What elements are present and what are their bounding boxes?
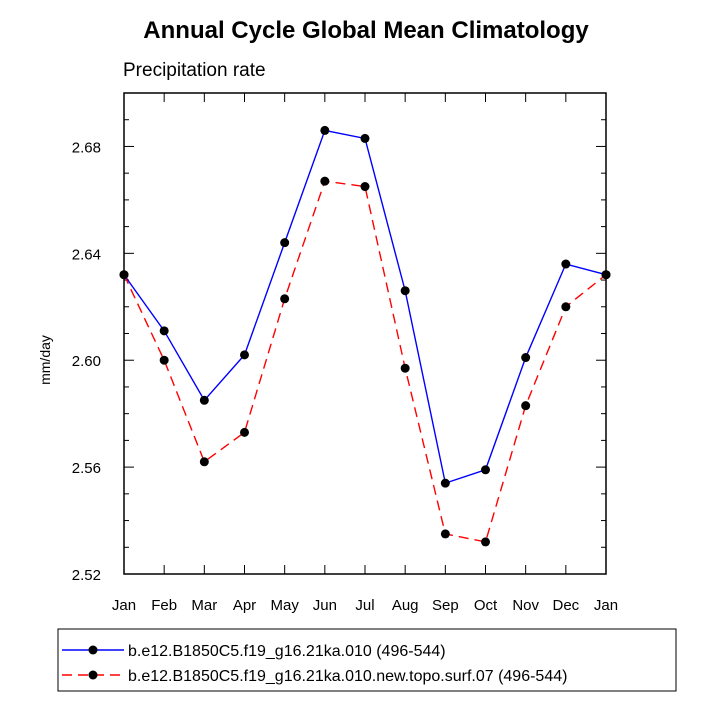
series-2-point bbox=[481, 537, 490, 547]
series-1-point bbox=[320, 125, 330, 135]
series-1-point bbox=[199, 395, 209, 405]
series-1-point bbox=[561, 259, 571, 269]
plot-frame bbox=[123, 92, 607, 575]
y-tick-label: 2.68 bbox=[72, 139, 101, 156]
series-1-point bbox=[280, 238, 290, 248]
legend-label-2: b.e12.B1850C5.f19_g16.21ka.010.new.topo.… bbox=[128, 668, 567, 685]
x-tick-label: May bbox=[270, 597, 299, 614]
series-2-point bbox=[240, 427, 249, 437]
series-2-point bbox=[601, 270, 611, 280]
x-tick-label: Sep bbox=[432, 597, 459, 614]
legend-marker-1 bbox=[88, 645, 98, 655]
x-tick-label: Jul bbox=[355, 597, 374, 614]
x-tick-label: Jan bbox=[594, 597, 618, 614]
series-1-point bbox=[440, 478, 450, 488]
chart-subtitle: Precipitation rate bbox=[123, 60, 266, 81]
x-tick-label: Aug bbox=[392, 597, 419, 614]
series-2-point bbox=[159, 355, 169, 365]
y-tick-label: 2.60 bbox=[72, 353, 101, 370]
series-2-point bbox=[400, 363, 410, 373]
series-2-point bbox=[561, 302, 571, 312]
series-1-point bbox=[400, 286, 410, 296]
y-axis-label: mm/day bbox=[37, 335, 53, 385]
series-1-point bbox=[240, 350, 249, 360]
series-2-point bbox=[440, 529, 450, 539]
y-tick-label: 2.52 bbox=[72, 567, 101, 584]
legend: b.e12.B1850C5.f19_g16.21ka.010 (496-544)… bbox=[57, 628, 677, 692]
series-2-point bbox=[119, 270, 129, 280]
series-line-2 bbox=[123, 180, 607, 543]
chart-title: Annual Cycle Global Mean Climatology bbox=[143, 17, 589, 44]
x-tick-label: Feb bbox=[151, 597, 177, 614]
y-tick-label: 2.64 bbox=[72, 246, 101, 263]
series-1-point bbox=[360, 133, 370, 143]
series-2-point bbox=[280, 294, 290, 304]
series-2-point bbox=[360, 182, 370, 192]
x-tick-label: Apr bbox=[233, 597, 256, 614]
series-1-point bbox=[481, 465, 490, 475]
x-tick-label: Dec bbox=[552, 597, 579, 614]
series-1-point bbox=[159, 326, 169, 336]
x-tick-label: Jan bbox=[112, 597, 136, 614]
y-tick-label: 2.56 bbox=[72, 460, 101, 477]
legend-box bbox=[57, 628, 677, 692]
series-layer bbox=[119, 125, 611, 547]
series-1-point bbox=[521, 353, 531, 363]
x-tick-label: Jun bbox=[313, 597, 337, 614]
x-tick-label: Mar bbox=[191, 597, 217, 614]
series-2-point bbox=[199, 457, 209, 467]
x-tick-label: Oct bbox=[474, 597, 498, 614]
legend-marker-2 bbox=[88, 670, 98, 680]
x-tick-label: Nov bbox=[512, 597, 539, 614]
series-2-point bbox=[521, 401, 531, 411]
series-2-point bbox=[320, 176, 330, 186]
legend-label-1: b.e12.B1850C5.f19_g16.21ka.010 (496-544) bbox=[128, 643, 446, 660]
axis-ticks: Jan Feb Mar Apr May Jun Jul Aug Sep Oct Nov Dec Jan 2… bbox=[72, 92, 618, 614]
